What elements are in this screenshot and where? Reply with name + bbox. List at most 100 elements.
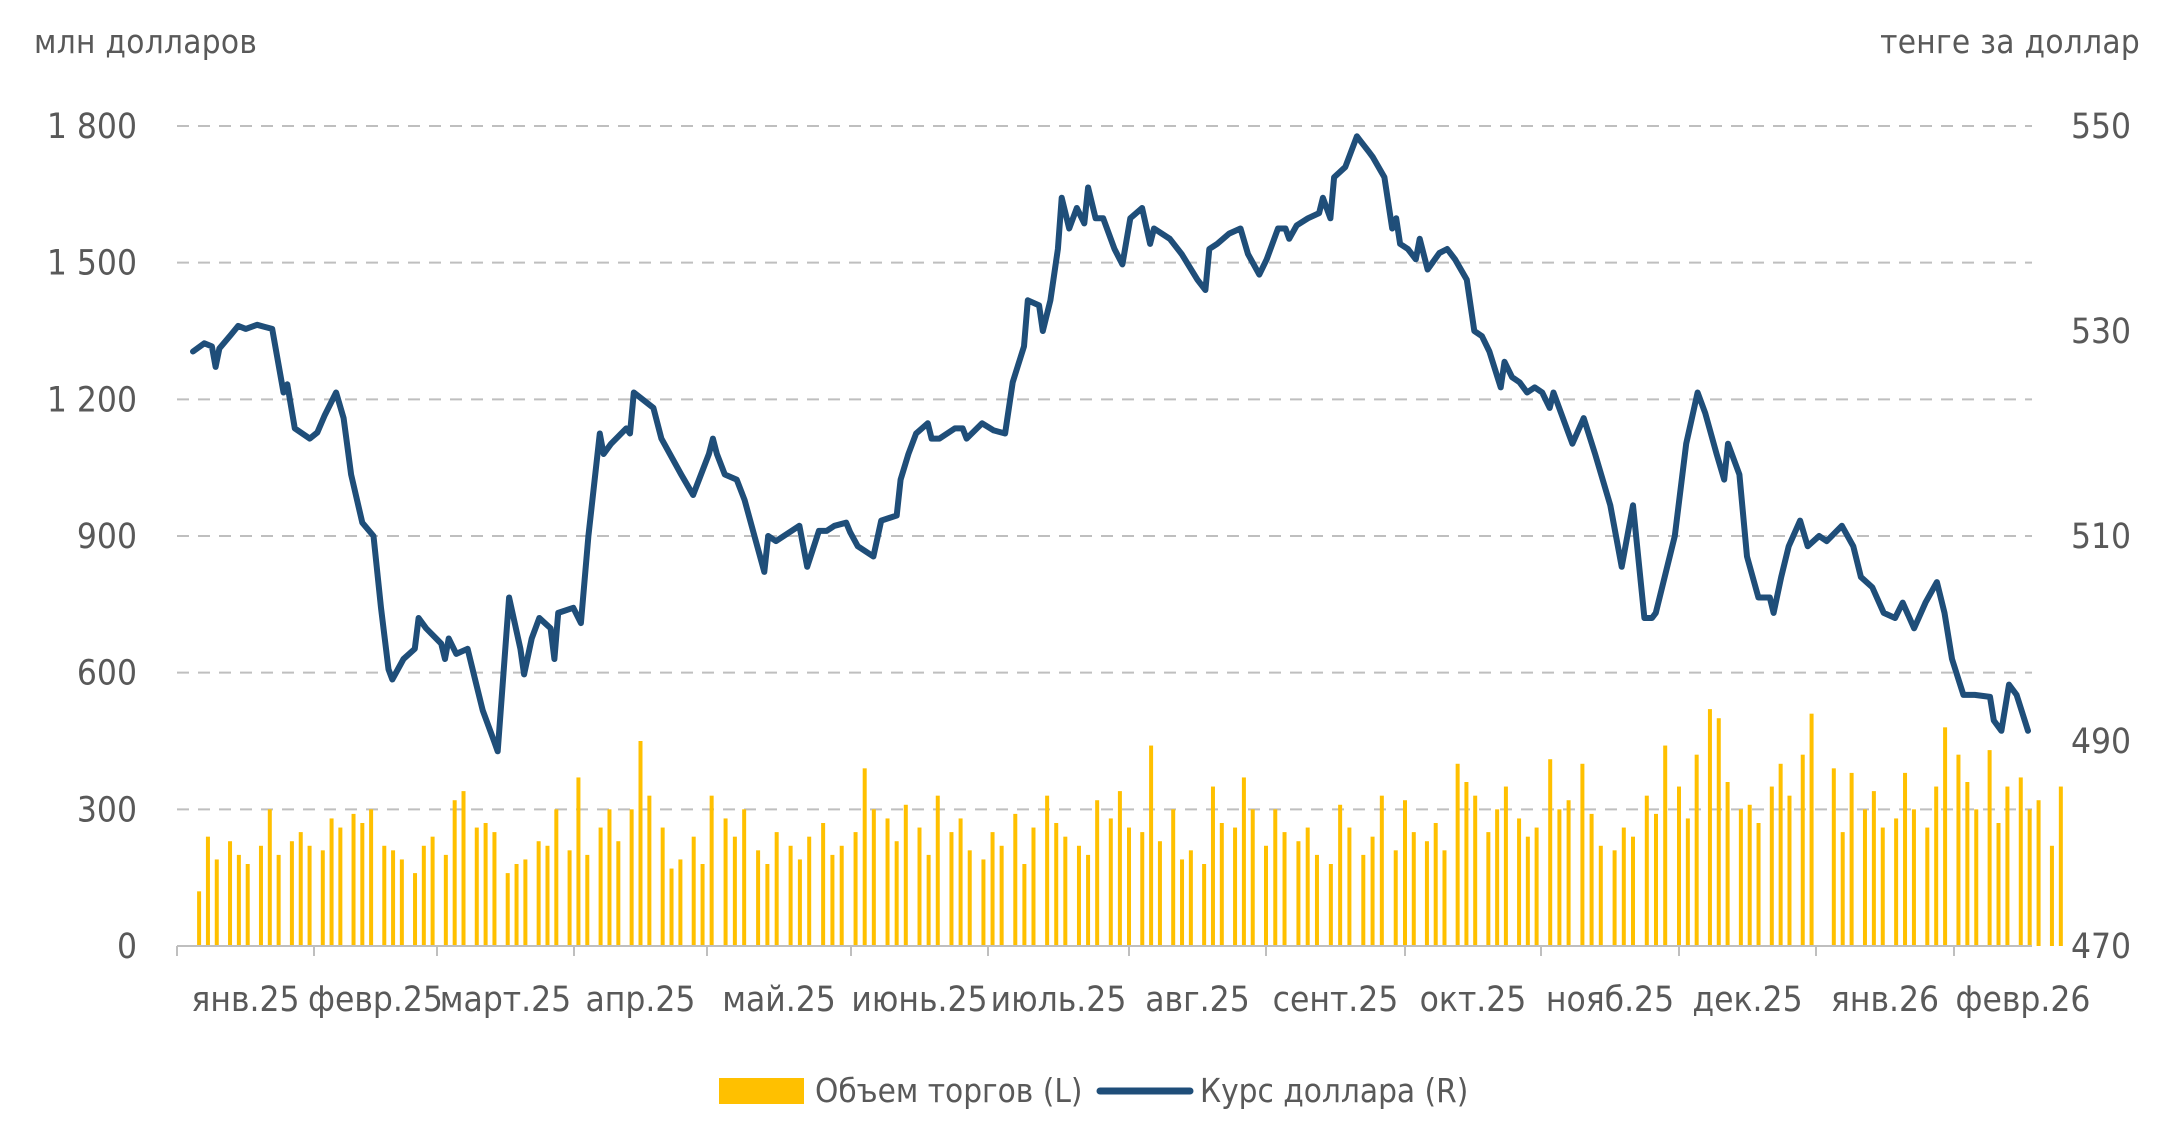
volume-bar [1738,809,1743,946]
right-tick-label: 470 [2071,927,2131,967]
volume-bar [1849,772,1854,946]
volume-bar [638,741,643,946]
left-tick-label: 1 500 [47,244,137,284]
volume-bar [1403,800,1407,946]
x-tick-label: янв.26 [1831,980,1939,1020]
volume-bar [1725,782,1730,946]
right-axis-unit-label: тенге за доллар [1880,22,2140,61]
x-tick-label: май.25 [722,980,836,1020]
volume-bar [1769,786,1774,946]
volume-bar [999,845,1004,946]
volume-bar [197,891,202,946]
volume-bar [917,827,922,946]
volume-bar [1127,827,1131,946]
volume-bar [1140,832,1145,946]
x-tick-label: сент.25 [1273,980,1399,1020]
volume-bar [421,845,426,946]
volume-bar [990,832,995,946]
volume-bar [1631,836,1635,946]
volume-bar [567,850,572,946]
volume-bar [320,850,325,946]
volume-bar [1282,832,1287,946]
x-tick-label: янв.25 [191,980,299,1020]
volume-bar [797,859,802,946]
volume-bar [1685,818,1690,946]
volume-bar [228,841,233,946]
volume-bar [505,873,510,946]
volume-bar [1188,850,1193,946]
volume-bar [391,850,396,946]
volume-bar [1241,777,1246,946]
x-tick-label: март.25 [440,980,571,1020]
volume-bar [1095,800,1100,946]
volume-bar [871,809,876,946]
volume-bar [430,836,435,946]
volume-bar [1517,818,1522,946]
volume-bar [1707,709,1712,946]
legend-swatch-volume [719,1078,804,1104]
volume-bar [1264,845,1268,946]
volume-bar [1534,827,1539,946]
volume-bar [742,809,747,946]
volume-bar [1433,823,1438,946]
volume-bar [1210,786,1215,946]
volume-bar [1273,809,1278,946]
volume-bar [958,818,963,946]
right-axis-ticks: 470 490 510 530 550 [2071,107,2131,967]
volume-bar [1495,809,1500,946]
volume-bar [1996,823,2001,946]
volume-bar [2036,800,2041,946]
volume-bar [1338,804,1343,946]
volume-bar [214,859,219,946]
volume-bar [1903,772,1908,946]
x-tick-label: окт.25 [1420,980,1527,1020]
volume-bar [1464,782,1469,946]
volume-bar [1296,841,1301,946]
volume-bar [598,827,603,946]
volume-bar [839,845,844,946]
volume-bar [351,813,356,946]
volume-bar [1022,864,1027,946]
volume-bar [1974,809,1979,946]
volume-bar [1987,750,1992,946]
volume-bar [492,832,497,946]
x-tick-label: нояб.25 [1546,980,1674,1020]
volume-bar [1086,854,1091,946]
volume-bar [1612,850,1617,946]
volume-bar [1965,782,1970,946]
volume-bar [1117,791,1122,946]
volume-bar [236,854,241,946]
volume-bar [807,836,812,946]
volume-bar [1809,713,1814,946]
volume-bar [382,845,387,946]
volume-bar [1045,795,1050,946]
volume-bar [616,841,621,946]
volume-bar [1621,827,1626,946]
volume-bar [1644,795,1649,946]
volume-bar [483,823,488,946]
volume-bar [258,845,263,946]
volume-bar [1031,827,1036,946]
volume-bar [360,823,365,946]
volume-bar [830,854,835,946]
right-tick-label: 490 [2071,722,2131,762]
right-tick-label: 530 [2071,312,2131,352]
volume-bar [1424,841,1429,946]
volume-bar [1411,832,1416,946]
volume-bar [788,845,793,946]
volume-bar [1328,864,1333,946]
volume-bar [1589,813,1594,946]
volume-bar [1473,795,1478,946]
volume-bar [536,841,541,946]
volume-bar [1250,809,1255,946]
volume-bar [474,827,479,946]
right-tick-label: 510 [2071,517,2131,557]
volume-bar [1171,809,1176,946]
volume-bar [2027,809,2032,946]
left-axis-unit-label: млн долларов [34,22,257,61]
volume-bar [1054,823,1059,946]
volume-bar [1379,795,1384,946]
left-axis-ticks: 0 300 600 900 1 200 1 500 1 800 [47,107,137,967]
volume-bar [452,800,457,946]
